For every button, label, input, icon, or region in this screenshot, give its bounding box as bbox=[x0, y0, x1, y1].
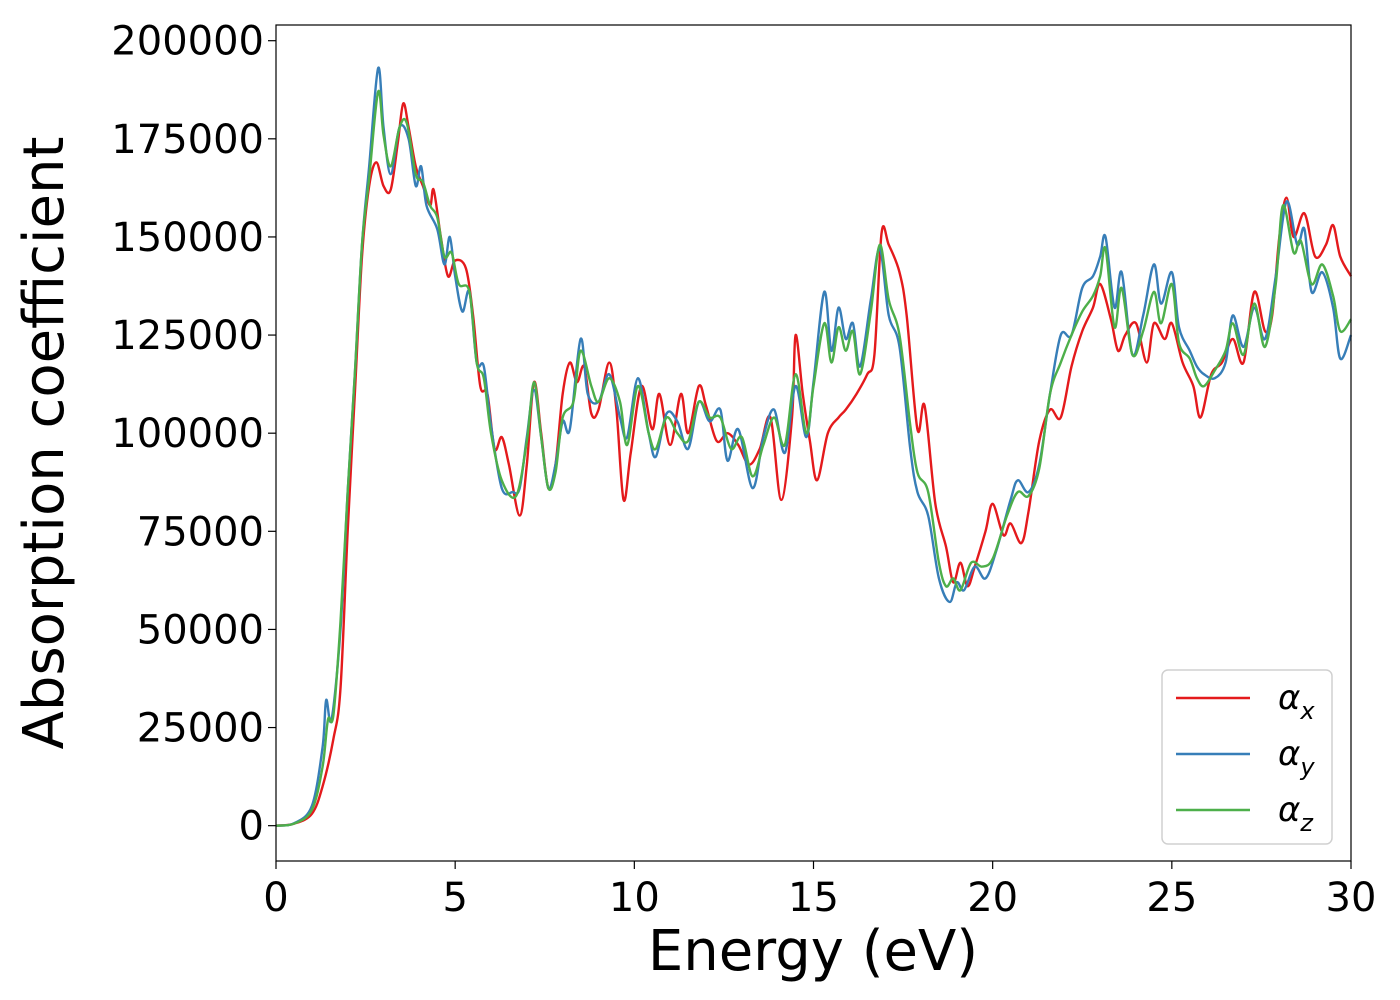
y-tick-label: 0 bbox=[239, 804, 264, 850]
legend-symbol: α bbox=[1278, 678, 1300, 718]
y-tick-label: 50000 bbox=[137, 607, 264, 653]
x-tick-label: 10 bbox=[609, 875, 660, 921]
y-tick-label: 100000 bbox=[111, 411, 264, 457]
y-tick-label: 175000 bbox=[111, 117, 264, 163]
series-line-y bbox=[275, 66, 1353, 827]
y-tick-label: 75000 bbox=[137, 509, 264, 555]
y-tick-label: 125000 bbox=[111, 313, 264, 359]
legend-box bbox=[1161, 669, 1333, 845]
legend-label-x: αx bbox=[1278, 678, 1315, 725]
legend-label-y: αy bbox=[1278, 734, 1315, 781]
y-axis-label: Absorption coefficient bbox=[12, 137, 77, 750]
x-tick-label: 30 bbox=[1326, 875, 1377, 921]
series-line-z bbox=[275, 89, 1352, 827]
x-axis-label: Energy (eV) bbox=[648, 919, 978, 984]
x-tick-label: 25 bbox=[1146, 875, 1197, 921]
legend-subscript: y bbox=[1299, 753, 1315, 781]
legend-symbol: α bbox=[1278, 790, 1300, 830]
y-tick-label: 25000 bbox=[137, 706, 264, 752]
y-axis-ticks: 0 25000 50000 75000 100000 125000 150000 175000… bbox=[111, 19, 276, 850]
legend-subscript: x bbox=[1299, 697, 1315, 725]
y-tick-label: 200000 bbox=[111, 19, 264, 65]
x-tick-label: 15 bbox=[788, 875, 839, 921]
legend-label-z: αz bbox=[1278, 790, 1314, 837]
y-tick-label: 150000 bbox=[111, 215, 264, 261]
legend-subscript: z bbox=[1299, 809, 1314, 837]
series-layer bbox=[275, 66, 1353, 827]
x-tick-label: 20 bbox=[967, 875, 1018, 921]
x-axis-ticks: 0 5 10 15 20 25 30 bbox=[263, 861, 1376, 921]
x-tick-label: 0 bbox=[263, 875, 288, 921]
x-tick-label: 5 bbox=[442, 875, 467, 921]
legend-symbol: α bbox=[1278, 734, 1300, 774]
